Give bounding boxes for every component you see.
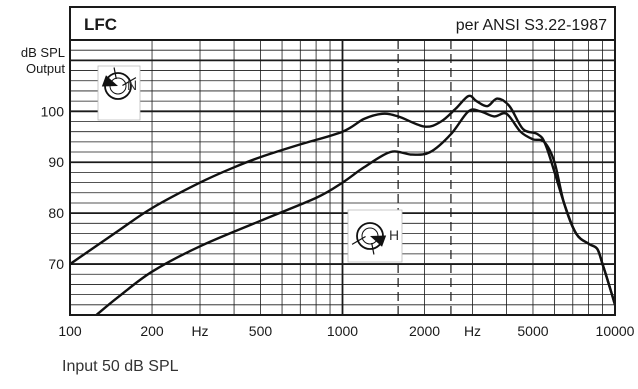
dashed-lines <box>397 40 452 315</box>
marker-letter-h: H <box>389 227 399 243</box>
y-tick-label: 100 <box>41 103 65 119</box>
x-tick-label: Hz <box>191 323 208 339</box>
y-tick-label: 70 <box>48 256 64 272</box>
x-tick-label: 500 <box>249 323 273 339</box>
chart-subtitle: per ANSI S3.22-1987 <box>456 17 607 34</box>
mic-direction-icon <box>101 67 137 87</box>
mic-tick <box>371 242 375 255</box>
mic-direction-icon <box>351 235 387 255</box>
mic-tick <box>122 77 137 87</box>
mic-tick <box>351 235 366 245</box>
y-axis-label-line1: dB SPL <box>21 45 65 60</box>
series-markers: NH <box>97 65 403 263</box>
x-tick-labels: 100 200 Hz 500 1000 2000 Hz 5000 10000 <box>58 323 634 339</box>
input-level-label: Input 50 dB SPL <box>62 358 179 375</box>
x-tick-label: 10000 <box>596 323 635 339</box>
x-tick-label: 100 <box>58 323 82 339</box>
plot-frame <box>69 6 616 316</box>
y-tick-label: 80 <box>48 205 64 221</box>
grid <box>70 40 615 315</box>
x-tick-label: 2000 <box>409 323 440 339</box>
mic-wedge <box>101 75 118 87</box>
y-axis-label-line2: Output <box>26 61 65 76</box>
x-tick-label: 5000 <box>517 323 548 339</box>
mic-wedge <box>370 235 387 247</box>
series-lines <box>70 94 615 315</box>
mic-tick <box>113 67 117 80</box>
chart-title: LFC <box>84 15 117 34</box>
x-tick-label: Hz <box>464 323 481 339</box>
series-line-h <box>95 108 615 315</box>
y-tick-labels: 70 80 90 100 <box>41 103 65 272</box>
y-tick-label: 90 <box>48 154 64 170</box>
x-tick-label: 1000 <box>327 323 358 339</box>
x-tick-label: 200 <box>140 323 164 339</box>
marker-letter-n: N <box>127 77 137 93</box>
